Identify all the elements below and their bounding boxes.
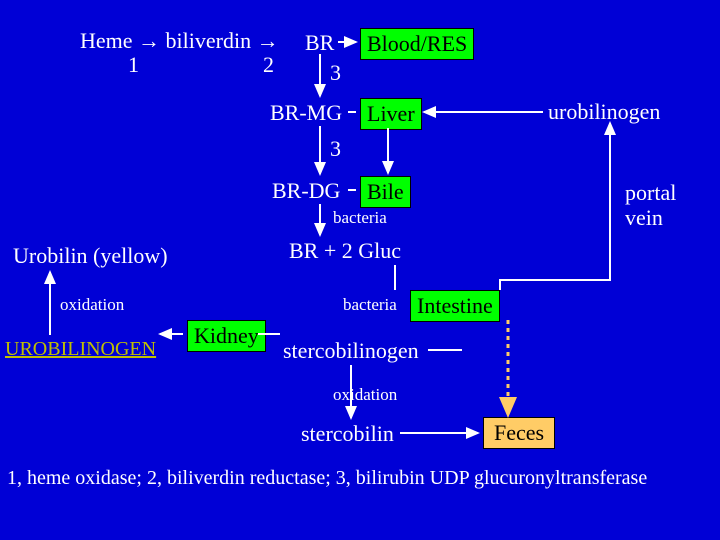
urobilinogen-right: urobilinogen <box>548 99 660 125</box>
bile-box: Bile <box>360 176 411 208</box>
step-2: 2 <box>263 52 274 78</box>
oxidation-1: oxidation <box>60 295 124 315</box>
intestine-box: Intestine <box>410 290 500 322</box>
br-mg-label: BR-MG <box>270 100 342 126</box>
step-1: 1 <box>128 52 139 78</box>
bacteria-1: bacteria <box>333 208 387 228</box>
br-label: BR <box>305 30 334 56</box>
liver-box: Liver <box>360 98 422 130</box>
stercobilin-label: stercobilin <box>301 421 394 447</box>
heme-biliverdin: Heme → biliverdin → <box>80 28 279 54</box>
br-gluc-label: BR + 2 Gluc <box>289 238 401 264</box>
blood-res-box: Blood/RES <box>360 28 474 60</box>
urobilin-label: Urobilin (yellow) <box>13 243 168 269</box>
portal-label: portal <box>625 180 676 206</box>
kidney-box: Kidney <box>187 320 266 352</box>
urobilinogen-caps: UROBILINOGEN <box>5 338 156 361</box>
br-dg-label: BR-DG <box>272 178 340 204</box>
step-3a: 3 <box>330 60 341 86</box>
bacteria-2: bacteria <box>343 295 397 315</box>
feces-box: Feces <box>483 417 555 449</box>
oxidation-2: oxidation <box>333 385 397 405</box>
legend-caption: 1, heme oxidase; 2, biliverdin reductase… <box>7 467 647 490</box>
stercobilinogen-label: stercobilinogen <box>283 338 419 364</box>
vein-label: vein <box>625 205 663 231</box>
arrows-overlay <box>0 0 720 540</box>
step-3b: 3 <box>330 136 341 162</box>
